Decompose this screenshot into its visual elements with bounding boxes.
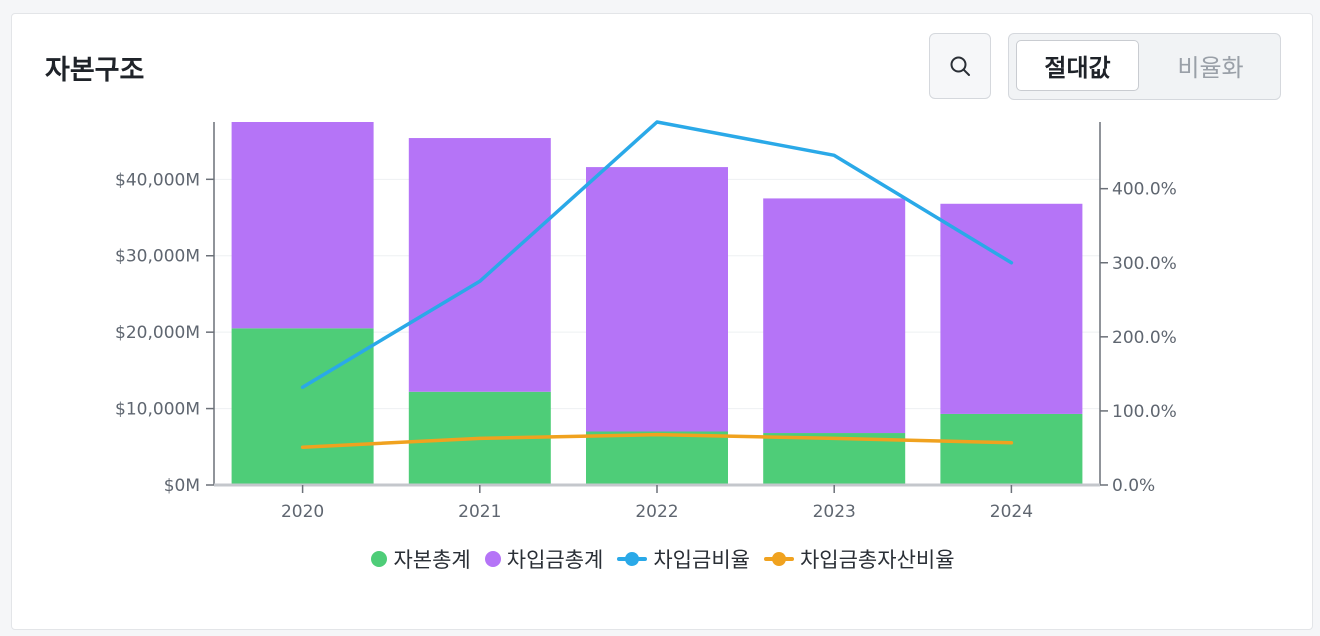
left-tick-label: $40,000M xyxy=(115,170,200,190)
x-tick-label: 2021 xyxy=(458,502,501,522)
left-tick-label: $20,000M xyxy=(115,323,200,343)
right-tick-label: 200.0% xyxy=(1112,328,1177,348)
right-tick-label: 300.0% xyxy=(1112,254,1177,274)
legend-label-borrowing-assets-ratio: 차입금총자산비율 xyxy=(799,548,955,572)
left-tick-label: $0M xyxy=(164,476,200,496)
card-title: 자본구조 xyxy=(45,55,145,86)
legend-label-borrowings: 차입금총계 xyxy=(506,548,604,572)
view-mode-toggle: 절대값 비율화 xyxy=(1008,33,1281,100)
toggle-ratio-button[interactable]: 비율화 xyxy=(1177,54,1244,82)
legend-marker-equity xyxy=(371,551,388,567)
bar-borrowings xyxy=(940,203,1083,414)
capital-structure-chart: $0M $10,000M $20,000M $30,000M $40,000M 0.0% 1… xyxy=(115,120,1177,522)
x-tick-label: 2022 xyxy=(635,502,678,522)
left-tick-label: $10,000M xyxy=(115,400,200,420)
legend-item-equity[interactable]: 자본총계 xyxy=(371,544,471,574)
legend-item-borrowings[interactable]: 차입금총계 xyxy=(484,544,604,574)
bar-equity xyxy=(940,413,1083,485)
search-button[interactable] xyxy=(929,33,991,99)
bar-equity xyxy=(231,328,374,485)
legend-label-equity: 자본총계 xyxy=(393,548,471,572)
bar-borrowings xyxy=(763,198,906,434)
x-tick-label: 2024 xyxy=(990,502,1033,522)
bar-equity xyxy=(763,433,906,485)
legend-marker-borrowing-ratio xyxy=(617,551,648,567)
legend-label-borrowing-ratio: 차입금비율 xyxy=(653,548,750,572)
x-tick-label: 2023 xyxy=(813,502,856,522)
legend-item-borrowing-assets-ratio[interactable]: 차입금총자산비율 xyxy=(763,544,955,574)
legend-marker-borrowings xyxy=(484,551,501,567)
bar-borrowings xyxy=(231,122,374,329)
left-tick-label: $30,000M xyxy=(115,247,200,267)
search-icon xyxy=(950,56,970,76)
capital-structure-card: 자본구조 절대값 비율화 $0M $10,000M $20,000M $30,000M… xyxy=(11,13,1313,630)
toggle-absolute-button[interactable]: 절대값 xyxy=(1016,40,1139,91)
x-tick-label: 2020 xyxy=(281,502,324,522)
bar-borrowings xyxy=(586,167,728,432)
right-tick-label: 0.0% xyxy=(1112,476,1155,496)
bar-equity xyxy=(586,431,728,485)
legend-marker-borrowing-assets-ratio xyxy=(763,551,794,567)
chart-legend: 자본총계 차입금총계 차입금비율 차입금총자산비율 xyxy=(12,544,1314,574)
right-tick-label: 400.0% xyxy=(1112,180,1177,200)
bar-borrowings xyxy=(408,138,551,392)
legend-item-borrowing-ratio[interactable]: 차입금비율 xyxy=(617,544,750,574)
right-tick-label: 100.0% xyxy=(1112,402,1177,422)
